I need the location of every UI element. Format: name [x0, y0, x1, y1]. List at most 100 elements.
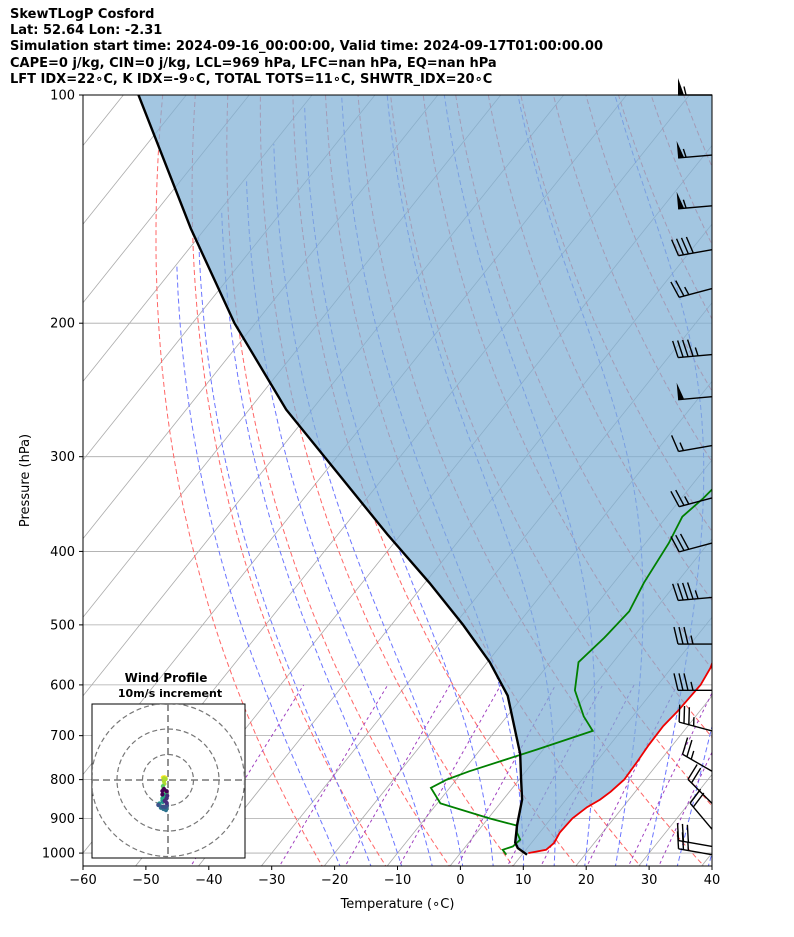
x-tick-label: −30 [258, 873, 285, 888]
wind-barb-staff [689, 802, 713, 830]
wind-barb [670, 533, 713, 553]
wind-barb-flag [686, 339, 694, 357]
y-tick-label: 100 [50, 89, 75, 104]
moist-adiabat-line [707, 851, 712, 866]
wind-barb-flag [675, 280, 685, 297]
x-tick-label: 20 [578, 873, 595, 888]
dry-adiabat-line [742, 78, 794, 869]
y-tick-label: 400 [50, 545, 75, 560]
moist-adiabat-line [246, 181, 433, 866]
dewpoint-line [429, 488, 712, 856]
wind-barb-half-flag [690, 750, 695, 760]
wind-barb [676, 141, 713, 159]
moist-adiabat-line [221, 210, 403, 866]
wind-barb-staff [682, 753, 713, 772]
wind-barb-flag [683, 705, 686, 724]
isotherm-line [83, 95, 187, 225]
wind-barb-pennant [678, 78, 684, 95]
x-axis-label: Temperature (∘C) [340, 897, 455, 912]
wind-barb [681, 737, 713, 772]
wind-barb-flag [670, 490, 680, 508]
sounding-profiles [137, 95, 712, 856]
isotherm-line [575, 695, 712, 866]
isotherm-line [701, 852, 712, 866]
wind-barb [676, 191, 713, 210]
chart-stability-indices-2: LFT IDX=22∘C, K IDX=-9∘C, TOTAL TOTS=11∘… [10, 71, 493, 87]
wind-profile-inset: Wind Profile 10m/s increment [91, 671, 246, 859]
isotherm-line [0, 78, 74, 869]
axes-ticks: −60 −50 −40 −30 −20 −10 0 10 20 30 40 1000 900 800 700… [18, 89, 720, 913]
moist-adiabat-line [176, 265, 341, 866]
wind-barb [671, 582, 713, 602]
wind-barb-pennant [676, 382, 685, 400]
cape-cin-shading [138, 95, 712, 855]
wind-barb-staff [678, 542, 713, 553]
y-tick-label: 600 [50, 678, 75, 693]
hodograph-point [164, 789, 169, 794]
y-tick-label: 200 [50, 317, 75, 332]
wind-barb-staff [678, 287, 713, 298]
dry-adiabat-line [226, 95, 451, 866]
wind-barb-flag [688, 707, 691, 725]
hodograph-ring [92, 704, 245, 858]
wind-barb-flag [686, 582, 694, 600]
dry-adiabat-line [191, 95, 387, 866]
chart-header: SkewTLogP Cosford Lat: 52.64 Lon: -2.31 … [10, 7, 603, 88]
wind-barb-flag [675, 489, 685, 506]
wind-barb-flag [670, 281, 680, 298]
wind-barb-flag [675, 534, 685, 551]
wind-barb-half-flag [690, 635, 694, 645]
wind-barb-flag [689, 788, 702, 804]
wind-barb-flag [686, 824, 690, 843]
wind-barb [689, 788, 713, 830]
wind-barb [673, 673, 712, 692]
x-tick-label: −40 [195, 873, 222, 888]
wind-barb-flag [679, 533, 690, 550]
wind-barb-half-flag [684, 286, 690, 296]
chart-location: Lat: 52.64 Lon: -2.31 [10, 23, 163, 39]
wind-barb-flag [671, 583, 679, 601]
wind-barb-flag [670, 536, 680, 553]
wind-barb-flag [681, 737, 689, 755]
chart-station-title: SkewTLogP Cosford [10, 7, 155, 22]
moist-adiabat-line [273, 143, 464, 866]
y-tick-label: 800 [50, 773, 75, 788]
hodograph-plot [92, 704, 245, 858]
wind-barb-flag [681, 339, 689, 357]
wind-barb [673, 626, 712, 645]
wind-barb-half-flag [694, 347, 699, 357]
hodograph-title: Wind Profile [125, 671, 208, 685]
y-tick-label: 300 [50, 450, 75, 465]
wind-barb [670, 280, 713, 298]
parcel-line [137, 95, 528, 856]
wind-barb-flag [686, 739, 693, 757]
isotherm-line [83, 95, 250, 304]
wind-barb [678, 704, 713, 732]
wind-barb [670, 435, 713, 453]
wind-barb-flag [678, 673, 684, 691]
hodograph-point [165, 793, 170, 798]
wind-barb-staff [678, 444, 713, 453]
wind-barb-flag [671, 340, 679, 358]
wind-barb-half-flag [690, 681, 694, 691]
x-tick-label: 10 [515, 873, 532, 888]
mixing-ratio-line [658, 751, 712, 866]
wind-barb-staff [678, 497, 713, 508]
x-tick-label: −50 [132, 873, 159, 888]
wind-barb-flag [680, 237, 690, 255]
wind-barb-flag [673, 626, 679, 645]
wind-barb-flag [673, 673, 679, 691]
wind-barb-flag [685, 236, 694, 254]
wind-barb-staff [687, 778, 713, 804]
x-tick-label: −60 [69, 873, 96, 888]
wind-barb [670, 489, 713, 508]
chart-time-info: Simulation start time: 2024-09-16_00:00:… [10, 39, 603, 55]
x-tick-label: 40 [704, 873, 721, 888]
wind-barb [687, 764, 713, 804]
mixing-ratio-line [279, 684, 389, 866]
hodograph-point [156, 802, 161, 808]
isotherm-line [0, 78, 11, 869]
wind-barb-flag [690, 767, 702, 784]
hodograph-subtitle: 10m/s increment [118, 687, 222, 700]
dry-adiabat-line [710, 78, 794, 869]
